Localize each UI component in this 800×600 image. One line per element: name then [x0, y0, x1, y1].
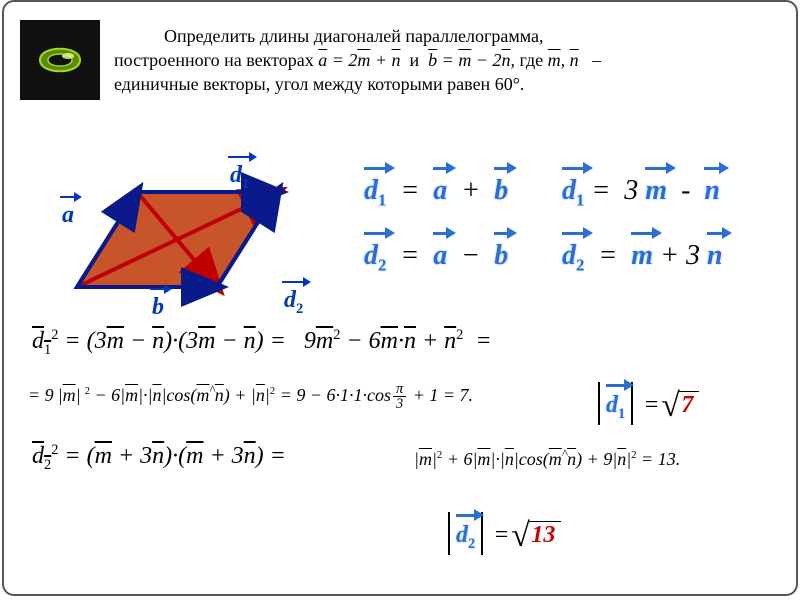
derivation-d2-line2: |m|2 + 6|m|·|n|cos(m^n) + 9|n|2 = 13. — [414, 447, 680, 470]
eq-d1-mn: d1 = 3 m - n — [562, 167, 720, 211]
derivation-d2-line1: d22 = (m + 3n)·(m + 3n) = — [32, 442, 286, 474]
derivation-d1-line2: = 9|m|2 − 6|m|·|n|cos(m^n) + |n|2 = 9 − … — [28, 382, 473, 412]
result-d2: d2 = 13 — [444, 512, 561, 555]
formula-a: a = 2m + n — [318, 50, 400, 70]
conj-where: где — [519, 50, 543, 70]
parallelogram-figure: a b d1 d2 — [62, 162, 332, 317]
figure-label-a: a — [62, 202, 74, 229]
problem-line1: Определить длины диагоналей параллелогра… — [164, 26, 544, 46]
problem-line2a: построенного на векторах — [114, 50, 314, 70]
dash: – — [592, 50, 601, 70]
problem-line3: единичные векторы, угол между которыми р… — [114, 74, 524, 94]
formula-b: b = m − 2n, — [428, 50, 515, 70]
torus-icon — [30, 30, 90, 90]
figure-label-d2: d2 — [284, 287, 303, 318]
eq-d2-mn: d2 = m + 3 n — [562, 232, 723, 276]
eq-d2-diff: d2 = a − b — [364, 232, 508, 276]
eq-d1-sum: d1 = a + b — [364, 167, 508, 211]
derivation-d1-line1: d12 = (3m − n)·(3m − n) = 9m2 − 6m·n + n… — [32, 327, 492, 359]
formula-mn: m, n — [548, 50, 579, 70]
slide-container: Определить длины диагоналей параллелогра… — [2, 0, 798, 596]
decorative-thumbnail — [20, 20, 100, 100]
result-d1: d1 = 7 — [594, 382, 699, 425]
figure-label-b: b — [152, 294, 164, 321]
figure-label-d1: d1 — [230, 162, 249, 193]
conj-and: и — [410, 50, 420, 70]
problem-text: Определить длины диагоналей параллелогра… — [114, 24, 764, 96]
